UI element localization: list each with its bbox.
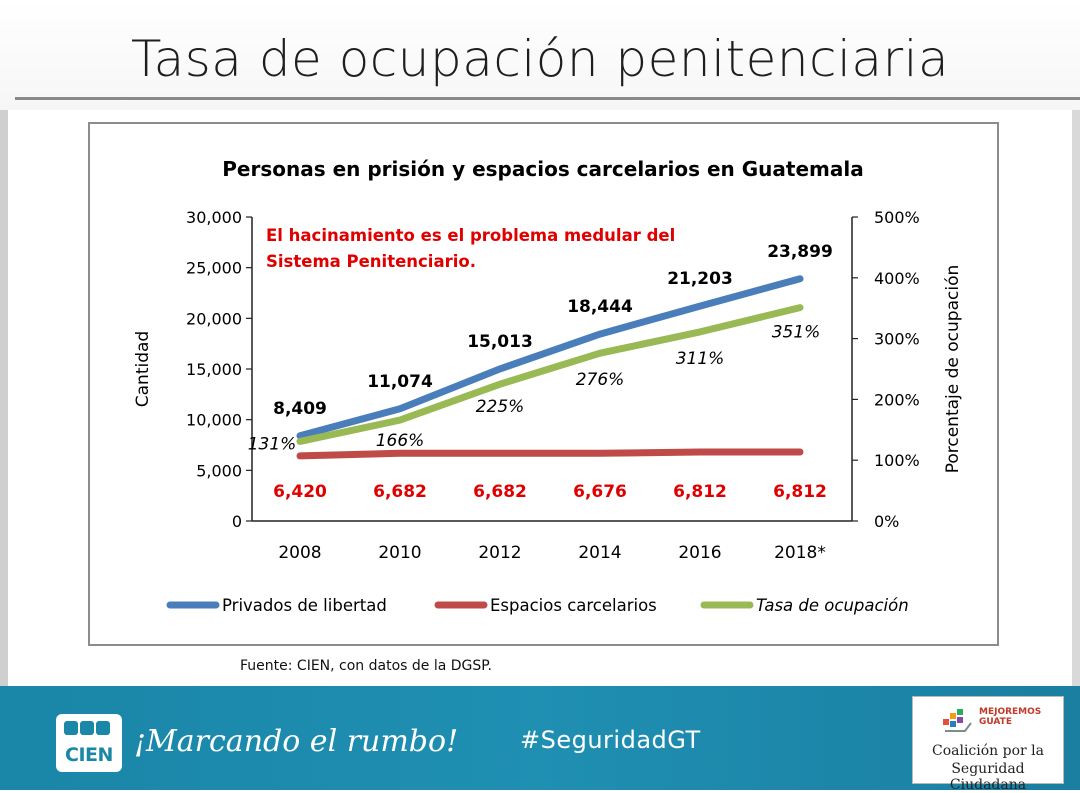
chart-title: Personas en prisión y espacios carcelari…: [222, 157, 863, 181]
partner-badge-line2: GUATE: [979, 717, 1012, 727]
x-tick-label: 2008: [278, 543, 321, 563]
cien-logo: CIEN: [56, 714, 122, 772]
data-label-espacios: 6,812: [773, 482, 827, 502]
chart: Personas en prisión y espacios carcelari…: [133, 157, 963, 615]
legend-label: Tasa de ocupación: [756, 596, 909, 615]
source-note: Fuente: CIEN, con datos de la DGSP.: [240, 658, 492, 674]
data-label-privados: 8,409: [273, 399, 327, 419]
y-axis-title-left: Cantidad: [133, 331, 153, 407]
series-espacios-line: [296, 448, 804, 460]
y-axis-title-right: Porcentaje de ocupación: [943, 265, 963, 474]
chart-annotation-line: El hacinamiento es el problema medular d…: [266, 226, 675, 245]
data-label-espacios: 6,812: [673, 482, 727, 502]
y-tick-label-right: 200%: [874, 390, 920, 409]
cien-logo-text: CIEN: [65, 744, 113, 766]
data-label-privados: 21,203: [667, 269, 733, 289]
slogan: ¡Marcando el rumbo!: [134, 724, 459, 759]
data-label-privados: 15,013: [467, 332, 533, 352]
data-label-privados: 18,444: [567, 297, 633, 317]
y-tick-label-right: 400%: [874, 269, 920, 288]
data-label-espacios: 6,682: [373, 482, 427, 502]
y-tick-label-left: 15,000: [186, 360, 242, 379]
hashtag: #SeguridadGT: [520, 726, 701, 754]
y-tick-label-right: 100%: [874, 451, 920, 470]
chart-annotation-line: Sistema Penitenciario.: [266, 252, 476, 271]
y-tick-label-right: 0%: [874, 512, 899, 531]
series-tasa-line: [296, 304, 804, 445]
x-tick-label: 2012: [478, 543, 521, 563]
data-label-tasa: 131%: [248, 434, 297, 454]
data-label-tasa: 311%: [676, 349, 725, 369]
series-privados-line: [296, 275, 804, 440]
partner-logo: MEJOREMOS GUATE Coalición por la Segurid…: [912, 696, 1064, 793]
data-label-privados: 11,074: [367, 372, 433, 392]
x-tick-label: 2018*: [774, 543, 826, 563]
title-divider: [15, 97, 1080, 100]
x-tick-label: 2014: [578, 543, 621, 563]
y-tick-label-left: 10,000: [186, 411, 242, 430]
data-label-espacios: 6,420: [273, 482, 327, 502]
right-edge: [1072, 0, 1080, 790]
y-tick-label-left: 30,000: [186, 208, 242, 227]
slide-title: Tasa de ocupación penitenciaria: [130, 30, 950, 88]
y-tick-label-right: 500%: [874, 208, 920, 227]
x-tick-label: 2010: [378, 543, 421, 563]
y-tick-label-left: 20,000: [186, 309, 242, 328]
data-label-tasa: 225%: [476, 397, 525, 417]
legend-label: Espacios carcelarios: [490, 596, 657, 615]
partner-name-line2: Seguridad Ciudadana: [949, 761, 1027, 793]
data-label-tasa: 351%: [772, 323, 821, 343]
footer-band: CIEN ¡Marcando el rumbo! #SeguridadGT ME…: [0, 686, 1080, 793]
left-edge: [0, 0, 8, 790]
data-label-espacios: 6,682: [473, 482, 527, 502]
partner-badge: MEJOREMOS GUATE: [979, 707, 1041, 727]
partner-logo-icon: [943, 709, 972, 732]
y-tick-label-left: 0: [232, 512, 242, 531]
data-label-espacios: 6,676: [573, 482, 627, 502]
y-tick-label-right: 300%: [874, 330, 920, 349]
legend-label: Privados de libertad: [222, 596, 387, 615]
data-label-tasa: 276%: [576, 370, 625, 390]
y-tick-label-left: 25,000: [186, 259, 242, 278]
chart-frame: Personas en prisión y espacios carcelari…: [88, 122, 999, 646]
cien-logo-mark: [64, 720, 114, 742]
y-tick-label-left: 5,000: [196, 461, 242, 480]
data-label-tasa: 166%: [376, 431, 425, 451]
partner-badge-line1: MEJOREMOS: [979, 707, 1042, 717]
data-label-privados: 23,899: [767, 242, 833, 262]
title-band: [0, 0, 1080, 110]
partner-name-line1: Coalición por la: [931, 743, 1044, 759]
x-tick-label: 2016: [678, 543, 721, 563]
